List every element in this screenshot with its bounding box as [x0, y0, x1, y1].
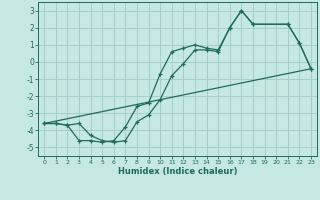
- X-axis label: Humidex (Indice chaleur): Humidex (Indice chaleur): [118, 167, 237, 176]
